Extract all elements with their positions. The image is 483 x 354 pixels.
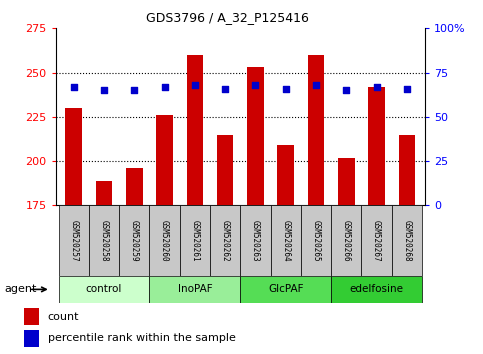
Bar xyxy=(398,135,415,205)
Text: agent: agent xyxy=(5,284,37,295)
Bar xyxy=(270,205,301,276)
Bar xyxy=(301,205,331,276)
Point xyxy=(403,86,411,91)
Bar xyxy=(241,276,331,303)
Bar xyxy=(241,205,270,276)
Text: control: control xyxy=(86,284,122,295)
Bar xyxy=(308,55,325,205)
Bar xyxy=(149,205,180,276)
Bar xyxy=(331,205,361,276)
Bar xyxy=(96,181,113,205)
Text: GSM520258: GSM520258 xyxy=(99,220,109,262)
Text: edelfosine: edelfosine xyxy=(350,284,404,295)
Bar xyxy=(392,205,422,276)
Bar xyxy=(58,205,89,276)
Point xyxy=(100,87,108,93)
Bar xyxy=(156,115,173,205)
Text: GSM520265: GSM520265 xyxy=(312,220,321,262)
Text: GSM520267: GSM520267 xyxy=(372,220,381,262)
Bar xyxy=(89,205,119,276)
Bar xyxy=(331,276,422,303)
Point xyxy=(221,86,229,91)
Text: GSM520259: GSM520259 xyxy=(130,220,139,262)
Bar xyxy=(65,108,82,205)
Bar xyxy=(126,168,142,205)
Text: GSM520266: GSM520266 xyxy=(342,220,351,262)
Bar xyxy=(217,135,233,205)
Point xyxy=(312,82,320,88)
Text: GSM520264: GSM520264 xyxy=(281,220,290,262)
Bar xyxy=(338,158,355,205)
Text: GSM520268: GSM520268 xyxy=(402,220,412,262)
Point xyxy=(191,82,199,88)
Point xyxy=(282,86,290,91)
Bar xyxy=(247,67,264,205)
Bar xyxy=(24,308,39,325)
Text: GSM520263: GSM520263 xyxy=(251,220,260,262)
Text: GDS3796 / A_32_P125416: GDS3796 / A_32_P125416 xyxy=(145,11,309,24)
Point xyxy=(70,84,78,90)
Bar xyxy=(180,205,210,276)
Bar xyxy=(58,276,149,303)
Bar xyxy=(186,55,203,205)
Bar xyxy=(277,145,294,205)
Bar xyxy=(119,205,149,276)
Text: GSM520262: GSM520262 xyxy=(221,220,229,262)
Text: GSM520261: GSM520261 xyxy=(190,220,199,262)
Point xyxy=(373,84,381,90)
Point xyxy=(130,87,138,93)
Bar xyxy=(24,330,39,347)
Point xyxy=(252,82,259,88)
Text: GSM520260: GSM520260 xyxy=(160,220,169,262)
Point xyxy=(342,87,350,93)
Text: GSM520257: GSM520257 xyxy=(69,220,78,262)
Bar xyxy=(149,276,241,303)
Point xyxy=(161,84,169,90)
Bar xyxy=(361,205,392,276)
Bar xyxy=(368,87,385,205)
Text: percentile rank within the sample: percentile rank within the sample xyxy=(48,333,235,343)
Bar xyxy=(210,205,241,276)
Text: InoPAF: InoPAF xyxy=(178,284,212,295)
Text: GlcPAF: GlcPAF xyxy=(268,284,303,295)
Text: count: count xyxy=(48,312,79,322)
